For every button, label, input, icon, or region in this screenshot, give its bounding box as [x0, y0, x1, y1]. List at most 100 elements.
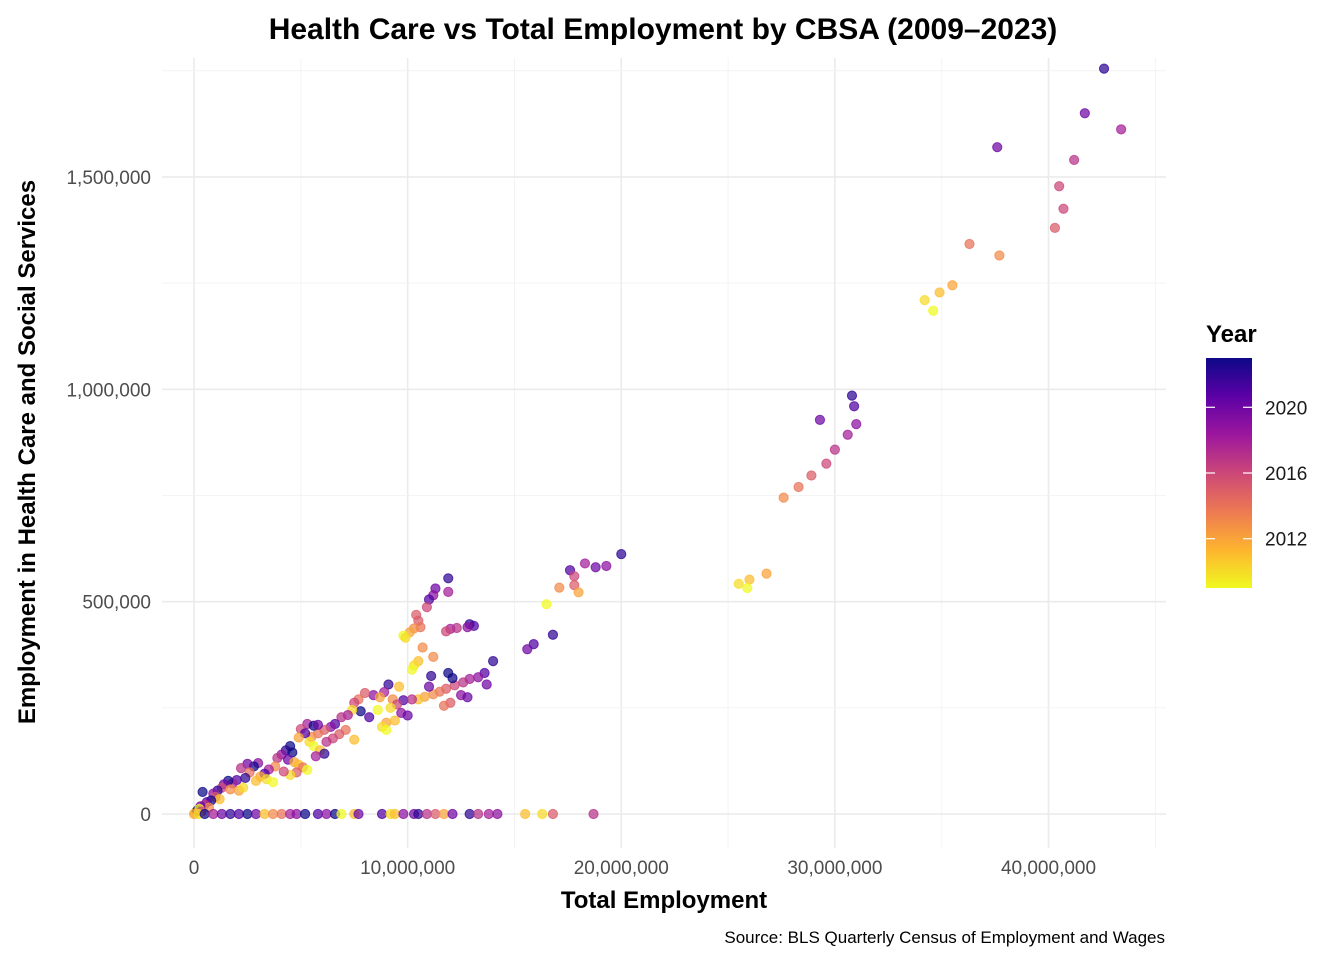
- points-layer: [188, 63, 1127, 820]
- data-point: [199, 808, 210, 820]
- data-point: [276, 808, 287, 820]
- y-axis-title: Employment in Health Care and Social Ser…: [14, 180, 41, 724]
- data-point: [267, 808, 279, 820]
- chart-caption: Source: BLS Quarterly Census of Employme…: [724, 928, 1165, 947]
- data-point: [355, 706, 366, 717]
- data-point: [398, 808, 409, 820]
- data-point: [300, 808, 311, 820]
- data-point: [488, 656, 499, 667]
- data-point: [842, 429, 853, 440]
- data-point: [389, 808, 400, 820]
- data-point: [569, 571, 580, 582]
- data-point: [272, 752, 283, 764]
- y-tick-label: 0: [140, 805, 151, 826]
- data-point: [778, 492, 789, 503]
- data-point: [793, 481, 804, 493]
- data-point: [821, 458, 832, 469]
- data-point: [1058, 203, 1069, 214]
- data-point: [250, 775, 262, 786]
- data-point: [242, 808, 253, 820]
- data-point: [428, 651, 439, 662]
- data-point: [406, 664, 418, 675]
- legend-break-label: 2016: [1265, 464, 1307, 485]
- data-point: [321, 808, 332, 820]
- data-point: [385, 702, 396, 713]
- data-point: [383, 679, 394, 690]
- data-point: [481, 679, 492, 690]
- data-point: [238, 782, 249, 793]
- data-point: [349, 734, 360, 745]
- data-point: [554, 582, 565, 593]
- data-point: [225, 784, 236, 795]
- data-point: [919, 294, 930, 306]
- data-point: [233, 808, 245, 820]
- data-point: [336, 808, 347, 820]
- data-point: [421, 602, 432, 613]
- legend-title: Year: [1206, 321, 1257, 348]
- data-point: [235, 763, 247, 774]
- data-point: [616, 548, 627, 560]
- data-point: [473, 808, 484, 820]
- data-point: [744, 574, 755, 585]
- data-point: [928, 305, 939, 316]
- data-point: [443, 586, 454, 597]
- data-point: [417, 642, 428, 653]
- data-point: [601, 560, 612, 572]
- data-point: [312, 719, 324, 730]
- data-point: [451, 622, 462, 634]
- data-point: [302, 764, 313, 775]
- data-point: [814, 414, 826, 425]
- data-point: [250, 808, 262, 820]
- data-point: [438, 808, 450, 820]
- data-point: [438, 700, 450, 711]
- data-point: [851, 419, 862, 430]
- data-point: [992, 142, 1003, 153]
- data-point: [430, 808, 441, 820]
- x-tick-label: 40,000,000: [1001, 858, 1096, 879]
- data-point: [293, 732, 304, 743]
- data-point: [423, 681, 435, 692]
- chart-title: Health Care vs Total Employment by CBSA …: [269, 13, 1058, 46]
- x-axis-ticks: 0 10,000,000 20,000,000 30,000,000 40,000,00…: [189, 858, 1096, 879]
- data-point: [473, 672, 484, 683]
- data-point: [214, 794, 225, 805]
- x-tick-label: 10,000,000: [360, 858, 455, 879]
- data-point: [278, 766, 289, 777]
- data-point: [312, 808, 324, 820]
- data-point: [208, 808, 219, 820]
- data-point: [458, 677, 469, 688]
- y-tick-label: 1,500,000: [66, 168, 151, 189]
- data-point: [520, 808, 531, 820]
- data-point: [310, 751, 321, 762]
- data-point: [1079, 108, 1090, 119]
- data-point: [402, 710, 413, 721]
- data-point: [1069, 154, 1080, 166]
- data-point: [374, 692, 385, 703]
- y-axis-ticks: 0 500,000 1,000,000 1,500,000: [66, 168, 151, 826]
- data-point: [806, 470, 817, 481]
- data-point: [829, 444, 840, 455]
- data-point: [462, 692, 473, 703]
- data-point: [588, 808, 599, 820]
- data-point: [291, 808, 302, 820]
- data-point: [372, 704, 383, 716]
- y-tick-label: 500,000: [82, 593, 151, 614]
- data-point: [267, 777, 279, 788]
- data-point: [573, 587, 584, 598]
- data-point: [359, 687, 371, 699]
- data-point: [364, 712, 375, 723]
- data-point: [934, 287, 945, 298]
- data-point: [537, 808, 548, 820]
- data-point: [590, 562, 601, 573]
- data-point: [1116, 124, 1127, 135]
- data-point: [426, 670, 437, 682]
- data-point: [381, 724, 392, 736]
- data-point: [1049, 222, 1061, 233]
- y-tick-label: 1,000,000: [66, 380, 151, 401]
- data-point: [464, 808, 475, 820]
- data-point: [579, 558, 591, 569]
- data-point: [443, 573, 454, 584]
- data-point: [259, 808, 270, 820]
- data-point: [394, 681, 405, 692]
